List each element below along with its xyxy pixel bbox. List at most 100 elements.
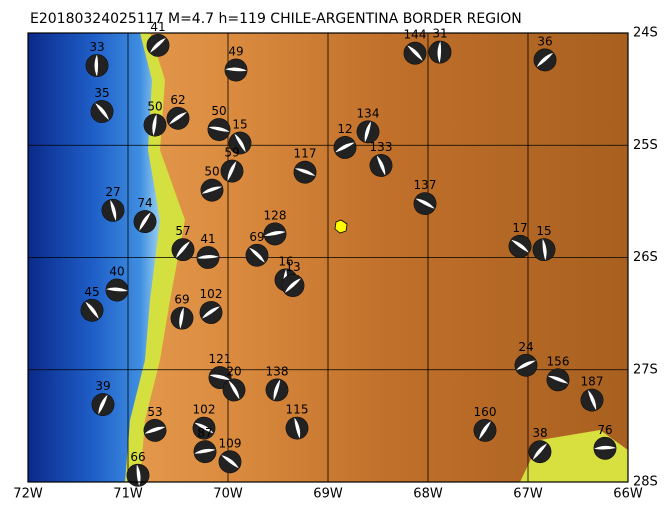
beachball-compression: [357, 120, 379, 143]
beachball-compression: [200, 301, 222, 324]
depth-label: 49: [228, 45, 243, 59]
depth-label: 133: [370, 140, 393, 154]
beachball-compression: [414, 192, 436, 215]
focal-mechanism: [265, 378, 289, 402]
depth-label: 87: [197, 426, 212, 440]
focal-mechanism: [126, 463, 150, 487]
depth-label: 115: [286, 403, 309, 417]
beachball-compression: [106, 279, 128, 302]
depth-label: 117: [294, 147, 317, 161]
depth-label: 24: [518, 340, 533, 354]
focal-mechanism: [200, 178, 224, 202]
depth-label: 45: [84, 285, 99, 299]
x-tick-label: 72W: [13, 487, 43, 502]
beachball-compression: [197, 246, 219, 269]
focal-mechanism: [281, 274, 305, 297]
beachball-compression: [144, 114, 166, 136]
beachball-compression: [474, 419, 496, 442]
depth-label: 74: [137, 196, 152, 210]
depth-label: 187: [581, 375, 604, 389]
depth-label: 38: [532, 426, 547, 440]
focal-mechanism: [222, 378, 246, 402]
focal-mechanism: [199, 301, 223, 324]
focal-mechanism: [245, 243, 269, 267]
epicenter-star: [334, 219, 348, 234]
beachball-compression: [86, 54, 108, 77]
focal-mechanism: [263, 222, 287, 246]
beachball-compression: [529, 440, 551, 463]
focal-mechanism: [170, 306, 194, 330]
beachball-compression: [225, 59, 247, 82]
focal-mechanism: [101, 198, 125, 222]
beachball-compression: [286, 417, 308, 440]
depth-label: 36: [537, 34, 552, 48]
beachball-compression: [534, 49, 556, 71]
focal-mechanism: [220, 159, 244, 183]
depth-label: 20: [226, 364, 241, 378]
focal-mechanism: [143, 113, 167, 137]
beachball-compression: [171, 307, 193, 330]
focal-mechanism: [218, 450, 242, 474]
focal-mechanism: [403, 41, 427, 65]
focal-mechanism: [508, 234, 532, 258]
focal-mechanism: [166, 106, 190, 130]
focal-mechanism: [369, 154, 393, 177]
depth-label: 69: [174, 293, 189, 307]
depth-label: 109: [219, 436, 242, 450]
focal-mechanism: [85, 54, 109, 77]
x-tick-label: 70W: [213, 487, 243, 502]
beachball-compression: [509, 235, 531, 258]
focal-mechanism: [228, 131, 252, 155]
beachball-compression: [208, 118, 230, 141]
beachball-compression: [92, 393, 114, 416]
depth-label: 41: [200, 232, 215, 246]
beachball-compression: [294, 161, 316, 184]
depth-label: 39: [95, 379, 110, 393]
depth-label: 76: [597, 423, 612, 437]
focal-mechanism: [80, 298, 104, 322]
beachball-compression: [581, 389, 603, 412]
beachball-compression: [172, 238, 194, 261]
beachball-compression: [429, 41, 451, 64]
beachball-compression: [282, 274, 304, 297]
depth-label: 15: [536, 224, 551, 238]
beachball-compression: [547, 368, 569, 391]
depth-label: 53: [147, 405, 162, 419]
focal-mechanism: [146, 33, 170, 57]
depth-label: 35: [94, 86, 109, 100]
depth-label: 66: [130, 450, 145, 464]
beachball-compression: [264, 222, 286, 245]
beachball-compression: [144, 419, 166, 442]
beachball-compression: [246, 244, 268, 267]
y-tick-label: 24S: [633, 26, 658, 41]
beachball-compression: [167, 107, 189, 130]
beachball-compression: [223, 378, 245, 401]
depth-label: 138: [266, 364, 289, 378]
beachball-compression: [102, 199, 124, 222]
beachball-compression: [91, 100, 113, 123]
beachball-compression: [219, 450, 241, 473]
focal-mechanism: [356, 120, 380, 144]
focal-mechanism: [546, 368, 570, 392]
beachball-compression: [266, 378, 288, 401]
depth-label: 50: [204, 165, 219, 179]
beachball-compression: [334, 136, 356, 159]
depth-label: 57: [175, 224, 190, 238]
depth-label: 33: [89, 40, 104, 54]
beachball-compression: [194, 440, 216, 463]
depth-label: 102: [200, 287, 223, 301]
focal-mechanism: [580, 388, 604, 412]
focal-mechanism: [91, 393, 115, 416]
focal-mechanism: [428, 40, 452, 64]
beachball-compression: [533, 238, 555, 261]
frame: [27, 32, 629, 483]
focal-mechanism: [105, 278, 129, 302]
beachball-compression: [201, 179, 223, 202]
x-tick-label: 66W: [613, 487, 643, 502]
focal-mechanism: [514, 353, 538, 377]
focal-mechanism: [196, 246, 220, 269]
beachball-compression: [147, 34, 169, 57]
focal-mechanism: [293, 160, 317, 184]
